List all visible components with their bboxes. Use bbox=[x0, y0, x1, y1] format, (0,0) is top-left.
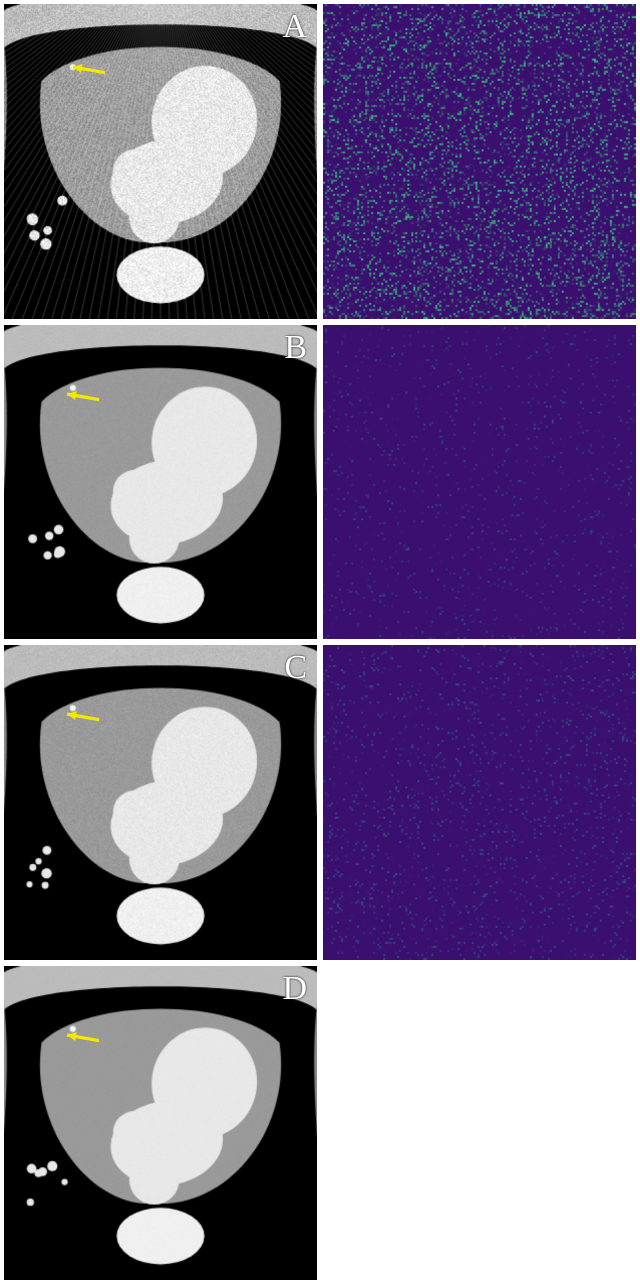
panel-d-ct: D bbox=[4, 966, 317, 1281]
ct-canvas-a bbox=[4, 4, 317, 319]
residual-canvas-b bbox=[323, 325, 636, 640]
figure-grid: A B C D bbox=[0, 0, 640, 1284]
panel-b-residual bbox=[323, 325, 636, 640]
residual-canvas-c bbox=[323, 645, 636, 960]
panel-a-ct: A bbox=[4, 4, 317, 319]
panel-c-residual bbox=[323, 645, 636, 960]
residual-canvas-a bbox=[323, 4, 636, 319]
panel-c-ct: C bbox=[4, 645, 317, 960]
panel-b-ct: B bbox=[4, 325, 317, 640]
ct-canvas-d bbox=[4, 966, 317, 1281]
ct-canvas-b bbox=[4, 325, 317, 640]
panel-d-empty bbox=[323, 966, 636, 1281]
ct-canvas-c bbox=[4, 645, 317, 960]
panel-a-residual bbox=[323, 4, 636, 319]
